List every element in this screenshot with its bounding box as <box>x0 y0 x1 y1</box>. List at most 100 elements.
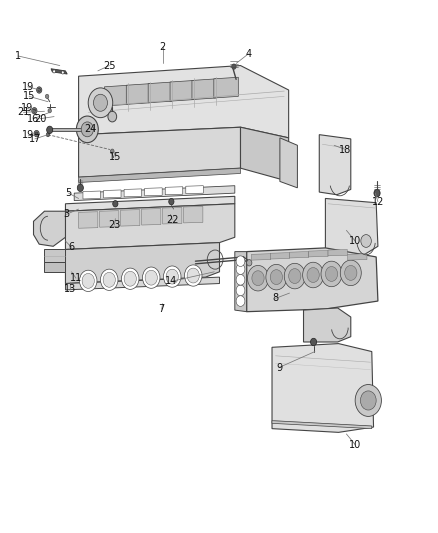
Circle shape <box>373 189 379 197</box>
Polygon shape <box>78 127 240 177</box>
Polygon shape <box>65 204 234 249</box>
Circle shape <box>35 132 38 135</box>
Circle shape <box>184 265 201 286</box>
Circle shape <box>306 268 318 282</box>
Text: 19: 19 <box>21 82 34 92</box>
Text: 3: 3 <box>63 209 69 220</box>
Circle shape <box>124 271 136 286</box>
Circle shape <box>34 131 39 137</box>
Circle shape <box>187 268 199 283</box>
Polygon shape <box>251 254 270 260</box>
Circle shape <box>344 265 356 280</box>
Polygon shape <box>33 211 65 246</box>
Polygon shape <box>103 190 121 198</box>
Polygon shape <box>272 421 371 429</box>
Text: 1: 1 <box>15 51 21 61</box>
Polygon shape <box>318 135 350 195</box>
Text: 14: 14 <box>165 277 177 286</box>
Circle shape <box>163 266 180 287</box>
Text: 10: 10 <box>348 236 360 246</box>
Text: 8: 8 <box>272 293 278 303</box>
Polygon shape <box>303 308 350 342</box>
Circle shape <box>145 270 157 285</box>
Polygon shape <box>65 243 219 284</box>
Text: 15: 15 <box>109 152 121 162</box>
Circle shape <box>236 274 244 285</box>
Circle shape <box>36 87 42 93</box>
Circle shape <box>360 235 371 247</box>
Polygon shape <box>44 249 65 262</box>
Text: 19: 19 <box>21 130 34 140</box>
Circle shape <box>236 256 244 266</box>
Polygon shape <box>279 138 297 188</box>
Polygon shape <box>120 209 140 226</box>
Circle shape <box>121 268 139 289</box>
Polygon shape <box>104 85 129 106</box>
Circle shape <box>45 94 49 99</box>
Polygon shape <box>126 84 150 104</box>
Circle shape <box>53 70 55 73</box>
Polygon shape <box>65 277 219 290</box>
Circle shape <box>265 264 286 290</box>
Text: 20: 20 <box>34 114 46 124</box>
Text: 21: 21 <box>17 107 30 117</box>
Circle shape <box>142 267 159 288</box>
Text: 15: 15 <box>23 91 35 101</box>
Circle shape <box>81 122 93 137</box>
Circle shape <box>320 261 341 287</box>
Polygon shape <box>234 252 246 312</box>
Text: 5: 5 <box>65 188 71 198</box>
Circle shape <box>113 200 118 207</box>
Circle shape <box>61 71 64 74</box>
Circle shape <box>108 111 117 122</box>
Text: 7: 7 <box>158 304 165 314</box>
Polygon shape <box>347 254 366 260</box>
Text: 2: 2 <box>159 43 166 52</box>
Text: 25: 25 <box>103 61 115 70</box>
Polygon shape <box>44 262 65 272</box>
Circle shape <box>288 269 300 284</box>
Circle shape <box>247 265 268 291</box>
Circle shape <box>284 263 304 289</box>
Polygon shape <box>272 344 373 432</box>
Text: 13: 13 <box>64 284 76 294</box>
Polygon shape <box>270 253 289 259</box>
Circle shape <box>236 296 244 306</box>
Polygon shape <box>213 77 238 98</box>
Polygon shape <box>308 251 327 257</box>
Circle shape <box>231 64 236 69</box>
Polygon shape <box>78 66 288 138</box>
Polygon shape <box>246 248 377 312</box>
Circle shape <box>38 88 40 92</box>
Text: 12: 12 <box>371 197 383 207</box>
Circle shape <box>354 384 381 416</box>
Polygon shape <box>325 198 377 255</box>
Circle shape <box>360 391 375 410</box>
Circle shape <box>246 260 251 266</box>
Circle shape <box>168 198 173 205</box>
Polygon shape <box>52 128 86 131</box>
Text: 23: 23 <box>108 220 120 230</box>
Text: 6: 6 <box>68 243 74 252</box>
Circle shape <box>236 264 244 274</box>
Circle shape <box>33 109 35 112</box>
Circle shape <box>166 269 178 284</box>
Text: 9: 9 <box>276 362 282 373</box>
Text: 11: 11 <box>70 273 82 283</box>
Circle shape <box>93 94 107 111</box>
Circle shape <box>76 116 98 143</box>
Text: 17: 17 <box>28 134 41 144</box>
Text: 18: 18 <box>339 144 351 155</box>
Polygon shape <box>327 249 346 256</box>
Text: 16: 16 <box>27 114 39 124</box>
Circle shape <box>110 149 114 154</box>
Circle shape <box>46 126 53 134</box>
Polygon shape <box>162 207 181 224</box>
Circle shape <box>310 338 316 346</box>
Circle shape <box>77 184 83 191</box>
Polygon shape <box>141 208 160 225</box>
Polygon shape <box>51 69 67 74</box>
Text: 4: 4 <box>245 49 251 59</box>
Circle shape <box>100 269 118 290</box>
Polygon shape <box>183 206 202 223</box>
